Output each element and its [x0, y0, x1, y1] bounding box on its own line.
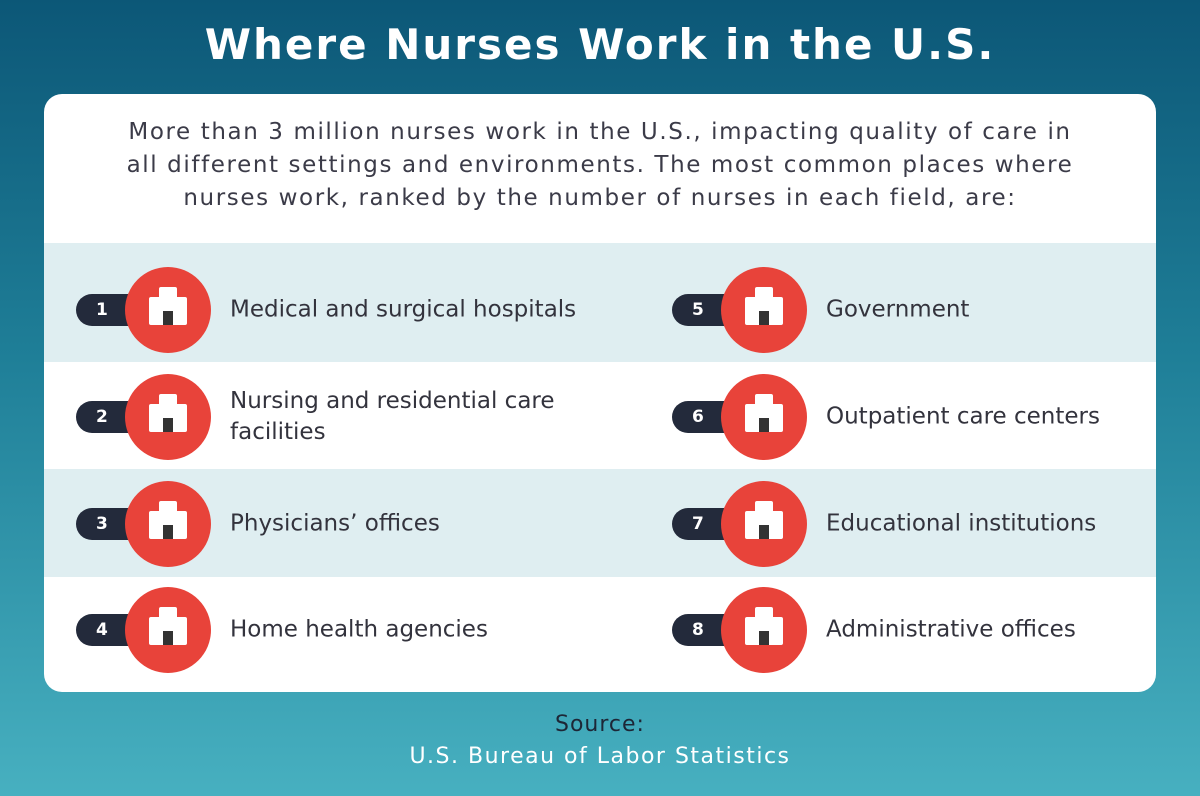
- icon-circle: [721, 267, 807, 353]
- card: More than 3 million nurses work in the U…: [44, 94, 1156, 692]
- building-icon-door: [759, 631, 769, 645]
- source-heading: Source:: [555, 712, 645, 737]
- item-label: Medical and surgical hospitals: [230, 296, 577, 323]
- title: Where Nurses Work in the U.S.: [204, 20, 996, 69]
- row-stripe: [44, 243, 1156, 362]
- icon-circle: [721, 587, 807, 673]
- building-icon-top: [755, 607, 773, 619]
- building-icon-top: [755, 501, 773, 513]
- icon-circle: [721, 374, 807, 460]
- icon-circle: [721, 481, 807, 567]
- building-icon-top: [159, 287, 177, 299]
- icon-circle: [125, 267, 211, 353]
- building-icon-door: [163, 311, 173, 325]
- item-label: Physicians’ offices: [230, 510, 440, 537]
- building-icon-door: [163, 418, 173, 432]
- item-label: Administrative offices: [826, 616, 1076, 643]
- item-label: Outpatient care centers: [826, 403, 1100, 430]
- building-icon-top: [755, 394, 773, 406]
- icon-circle: [125, 481, 211, 567]
- item-label: Nursing and residential care facilities: [230, 388, 555, 445]
- icon-circle: [125, 374, 211, 460]
- row-stripe: [44, 469, 1156, 577]
- intro-text: More than 3 million nurses work in the U…: [126, 119, 1074, 211]
- building-icon-door: [163, 525, 173, 539]
- building-icon-door: [759, 525, 769, 539]
- item-label: Government: [826, 296, 970, 323]
- building-icon-top: [159, 501, 177, 513]
- icon-circle: [125, 587, 211, 673]
- building-icon-door: [759, 418, 769, 432]
- source-text: U.S. Bureau of Labor Statistics: [409, 744, 791, 769]
- building-icon-top: [755, 287, 773, 299]
- building-icon-door: [759, 311, 769, 325]
- building-icon-door: [163, 631, 173, 645]
- building-icon-top: [159, 394, 177, 406]
- building-icon-top: [159, 607, 177, 619]
- item-label: Educational institutions: [826, 510, 1097, 537]
- item-label: Home health agencies: [230, 616, 488, 643]
